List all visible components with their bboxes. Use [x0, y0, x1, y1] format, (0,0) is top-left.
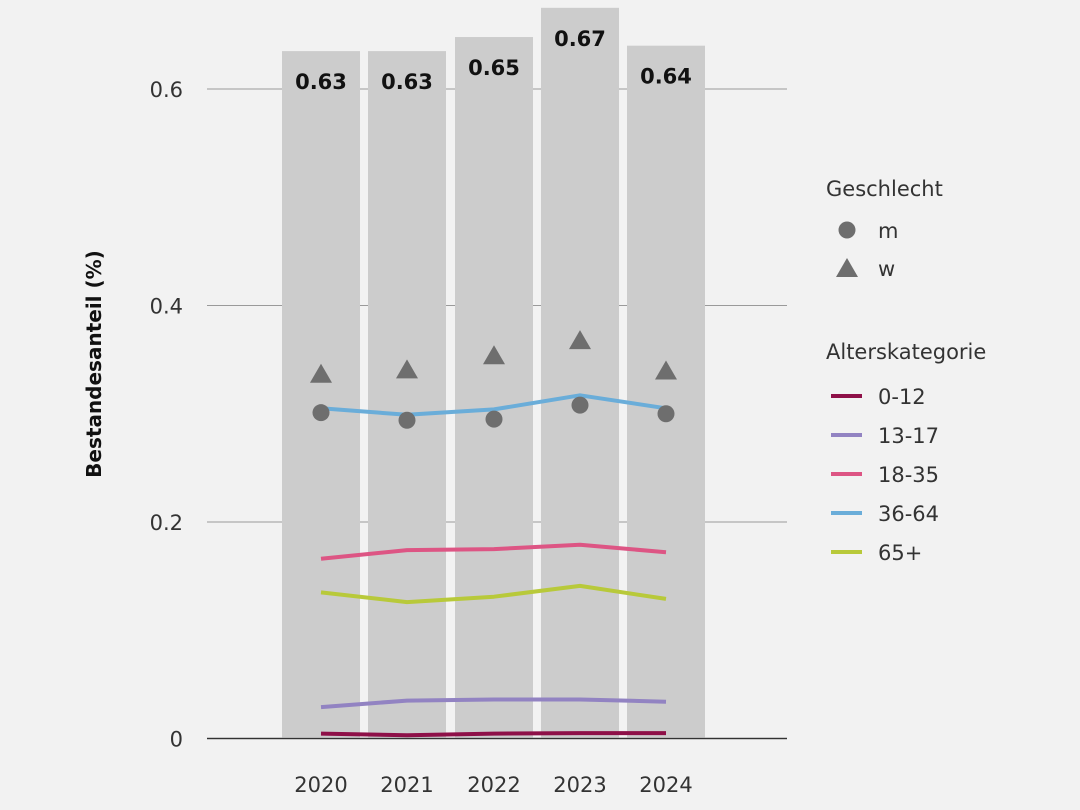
- y-tick-label: 0.6: [150, 78, 183, 102]
- bar-value-label: 0.64: [640, 65, 692, 89]
- bar: [455, 37, 533, 739]
- legend-marker-m: [838, 221, 856, 239]
- marker-m: [398, 411, 416, 429]
- bar: [627, 45, 705, 739]
- y-tick-label: 0: [170, 728, 183, 752]
- x-tick-label: 2024: [639, 773, 692, 797]
- legend-label-65+: 65+: [878, 541, 922, 565]
- bar-value-label: 0.65: [468, 56, 520, 80]
- legend-label-13-17: 13-17: [878, 424, 939, 448]
- bar-layer: [207, 7, 787, 740]
- marker-w: [396, 359, 418, 379]
- y-tick-label: 0.4: [150, 295, 183, 319]
- y-axis-title: Bestandesanteil (%): [82, 250, 106, 478]
- marker-w: [310, 363, 332, 383]
- legend-label-w: w: [878, 257, 895, 281]
- series-line-0-12: [320, 731, 666, 738]
- bar: [541, 7, 619, 739]
- bar-value-label: 0.63: [381, 70, 433, 94]
- bar-value-label: 0.63: [295, 70, 347, 94]
- x-tick-label: 2020: [294, 773, 347, 797]
- x-tick-label: 2023: [553, 773, 606, 797]
- line-layer: [320, 393, 667, 738]
- y-tick-label: 0.2: [150, 511, 183, 535]
- marker-w: [569, 330, 591, 350]
- series-line-65+: [320, 583, 667, 605]
- legend-label-m: m: [878, 219, 898, 243]
- marker-w: [483, 345, 505, 365]
- marker-layer: [310, 330, 677, 429]
- bar: [368, 51, 446, 739]
- marker-m: [657, 405, 675, 423]
- series-line-18-35: [320, 542, 667, 561]
- series-line-36-64: [320, 393, 667, 417]
- marker-w: [655, 360, 677, 380]
- marker-m: [485, 410, 503, 428]
- x-tick-label: 2021: [380, 773, 433, 797]
- series-line-13-17: [320, 697, 667, 710]
- bar-value-label: 0.67: [554, 27, 606, 51]
- legend-marker-w: [836, 258, 858, 277]
- legend: Geschlecht Alterskategorie mw 0-12 13-17 18…: [826, 177, 986, 565]
- marker-m: [571, 396, 589, 414]
- bar: [282, 51, 360, 739]
- legend-title-alterskategorie: Alterskategorie: [826, 340, 986, 364]
- legend-label-0-12: 0-12: [878, 385, 926, 409]
- legend-label-18-35: 18-35: [878, 463, 939, 487]
- marker-m: [312, 404, 330, 422]
- legend-title-geschlecht: Geschlecht: [826, 177, 943, 201]
- x-tick-label: 2022: [467, 773, 520, 797]
- legend-label-36-64: 36-64: [878, 502, 939, 526]
- label-layer: 0.63 2020 0.63 2021 0.65 2022 0.67 2023 0.64 2024: [294, 27, 692, 797]
